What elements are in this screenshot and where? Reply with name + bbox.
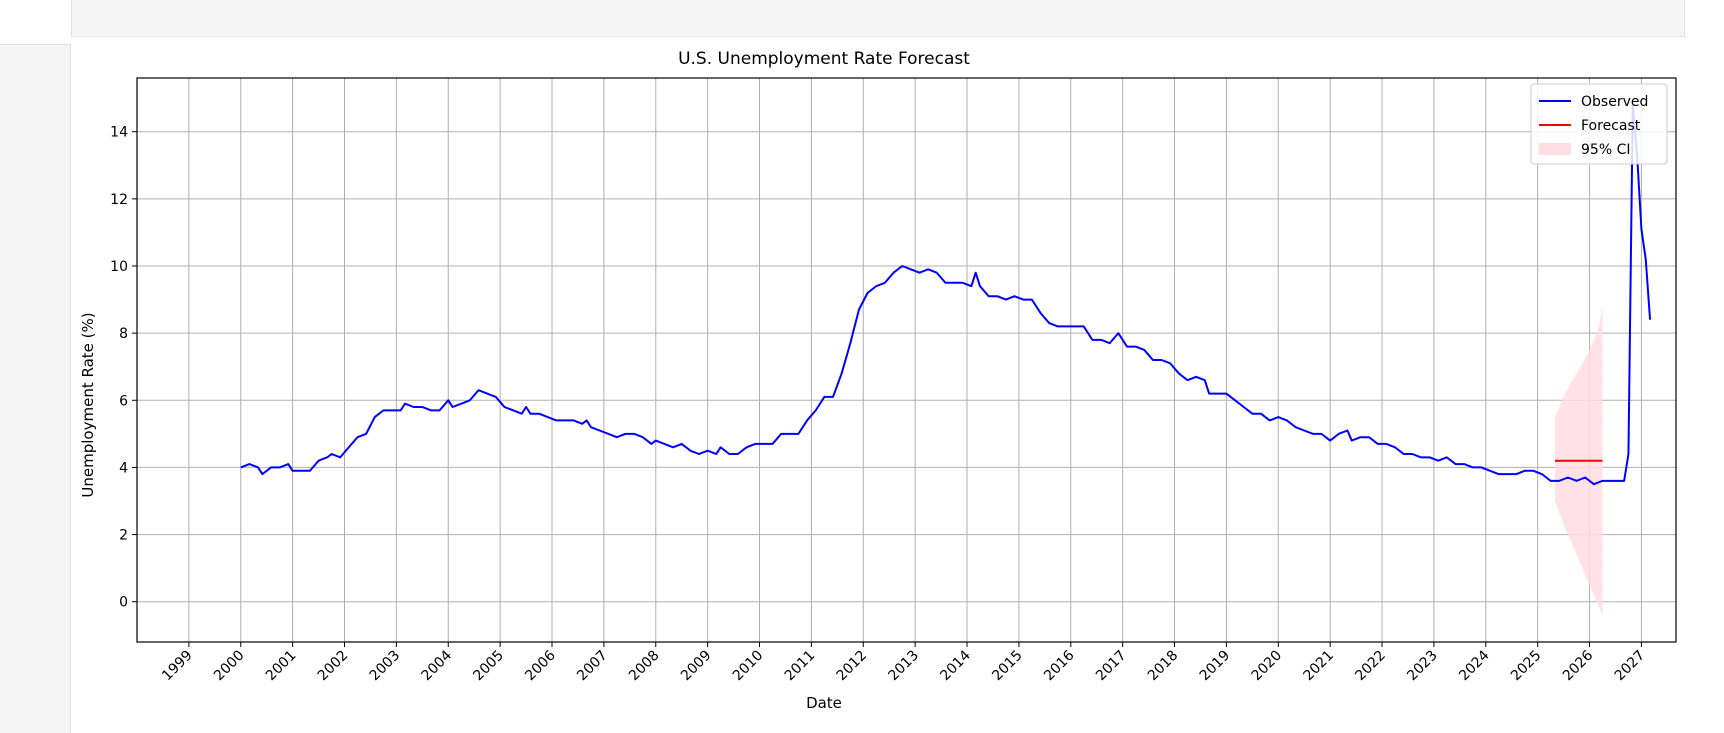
y-tick-label: 8 xyxy=(119,326,128,342)
x-tick-label: 2000 xyxy=(211,648,248,685)
x-tick-label: 2023 xyxy=(1404,648,1441,685)
x-tick-label: 2027 xyxy=(1612,648,1649,685)
chart-output-area: U.S. Unemployment Rate Forecast Date Une… xyxy=(71,44,1724,733)
x-tick-label: 2013 xyxy=(885,648,922,685)
y-tick-label: 14 xyxy=(110,125,128,141)
legend: Observed Forecast 95% CI xyxy=(1530,83,1668,165)
x-tick-label: 2018 xyxy=(1145,648,1182,685)
x-tick-label: 2005 xyxy=(470,648,507,685)
cell-gutter xyxy=(0,44,71,733)
y-axis-label: Unemployment Rate (%) xyxy=(79,312,97,497)
x-tick-label: 1999 xyxy=(159,648,196,685)
x-tick-label: 2011 xyxy=(782,648,819,685)
x-tick-label: 2004 xyxy=(419,647,456,684)
top-cell-output-bar xyxy=(71,0,1685,37)
x-tick-label: 2009 xyxy=(678,648,715,685)
observed-line xyxy=(240,103,1652,486)
legend-ci-label: 95% CI xyxy=(1581,142,1630,158)
x-tick-label: 2026 xyxy=(1560,647,1597,684)
x-tick-label: 2003 xyxy=(367,648,404,685)
x-tick-label: 2016 xyxy=(1041,647,1078,684)
legend-observed-label: Observed xyxy=(1581,94,1648,110)
y-tick-label: 10 xyxy=(110,259,128,275)
y-tick-label: 6 xyxy=(119,393,128,409)
y-tick-label: 4 xyxy=(119,460,128,476)
x-tick-label: 2020 xyxy=(1249,648,1286,685)
series-lines xyxy=(240,103,1652,486)
x-tick-label: 2014 xyxy=(937,647,974,684)
x-tick-label: 2006 xyxy=(522,647,559,684)
x-tick-label: 2007 xyxy=(574,648,611,685)
x-tick-label: 2022 xyxy=(1352,648,1389,685)
x-tick-label: 2001 xyxy=(263,648,300,685)
x-axis-label: Date xyxy=(806,694,842,712)
axis-ticks: 1999 2000 2001 2002 2003 2004 2005 2006 2007 2008… xyxy=(110,125,1648,684)
x-tick-label: 2015 xyxy=(989,648,1026,685)
x-tick-label: 2010 xyxy=(730,648,767,685)
x-tick-label: 2008 xyxy=(626,648,663,685)
legend-ci-swatch xyxy=(1539,143,1571,155)
x-tick-label: 2025 xyxy=(1508,648,1545,685)
x-tick-label: 2017 xyxy=(1093,648,1130,685)
x-tick-label: 2021 xyxy=(1300,648,1337,685)
x-tick-label: 2019 xyxy=(1197,648,1234,685)
y-tick-label: 12 xyxy=(110,192,128,208)
x-tick-label: 2002 xyxy=(315,648,352,685)
y-tick-label: 2 xyxy=(119,528,128,544)
chart-title: U.S. Unemployment Rate Forecast xyxy=(678,49,970,69)
plot-frame xyxy=(136,77,1677,643)
forecast-chart: U.S. Unemployment Rate Forecast Date Une… xyxy=(79,49,1677,712)
x-tick-label: 2012 xyxy=(834,648,871,685)
y-tick-label: 0 xyxy=(119,595,128,611)
legend-forecast-label: Forecast xyxy=(1581,118,1641,134)
grid xyxy=(137,78,1676,642)
x-tick-label: 2024 xyxy=(1456,647,1493,684)
